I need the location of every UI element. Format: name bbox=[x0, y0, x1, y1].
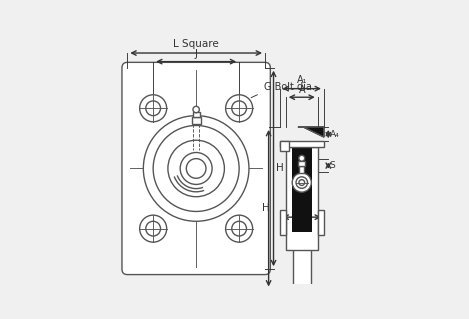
Circle shape bbox=[186, 159, 206, 178]
Circle shape bbox=[232, 101, 247, 116]
Circle shape bbox=[299, 155, 305, 161]
Circle shape bbox=[140, 95, 166, 122]
Bar bbox=[318, 210, 324, 235]
Circle shape bbox=[226, 215, 253, 242]
Circle shape bbox=[153, 125, 239, 211]
Bar bbox=[298, 161, 305, 166]
Text: A₄: A₄ bbox=[330, 130, 340, 139]
Circle shape bbox=[292, 173, 311, 192]
Text: H: H bbox=[276, 163, 284, 174]
Circle shape bbox=[193, 106, 199, 113]
Text: A: A bbox=[298, 85, 305, 95]
Polygon shape bbox=[299, 127, 324, 137]
Circle shape bbox=[168, 140, 224, 197]
Bar bbox=[193, 113, 200, 117]
Circle shape bbox=[299, 180, 305, 185]
Bar bbox=[299, 166, 304, 173]
Circle shape bbox=[226, 95, 253, 122]
Bar bbox=[293, 248, 310, 289]
Circle shape bbox=[146, 101, 160, 116]
Circle shape bbox=[146, 221, 160, 236]
Bar bbox=[192, 117, 201, 124]
Text: G Bolt dia.: G Bolt dia. bbox=[264, 82, 315, 92]
Bar bbox=[292, 148, 312, 233]
Text: S: S bbox=[330, 161, 335, 170]
Circle shape bbox=[296, 177, 308, 188]
Bar bbox=[280, 210, 286, 235]
Circle shape bbox=[144, 116, 249, 221]
FancyBboxPatch shape bbox=[122, 62, 270, 275]
Circle shape bbox=[180, 152, 212, 184]
Text: B: B bbox=[298, 221, 305, 231]
Text: A₁: A₁ bbox=[296, 75, 307, 85]
Circle shape bbox=[232, 221, 247, 236]
Bar bbox=[280, 141, 324, 147]
Bar bbox=[286, 147, 318, 249]
Text: J: J bbox=[195, 49, 197, 59]
Bar bbox=[280, 141, 289, 151]
Circle shape bbox=[140, 215, 166, 242]
Text: L Square: L Square bbox=[173, 39, 219, 48]
Text: H: H bbox=[262, 203, 270, 213]
